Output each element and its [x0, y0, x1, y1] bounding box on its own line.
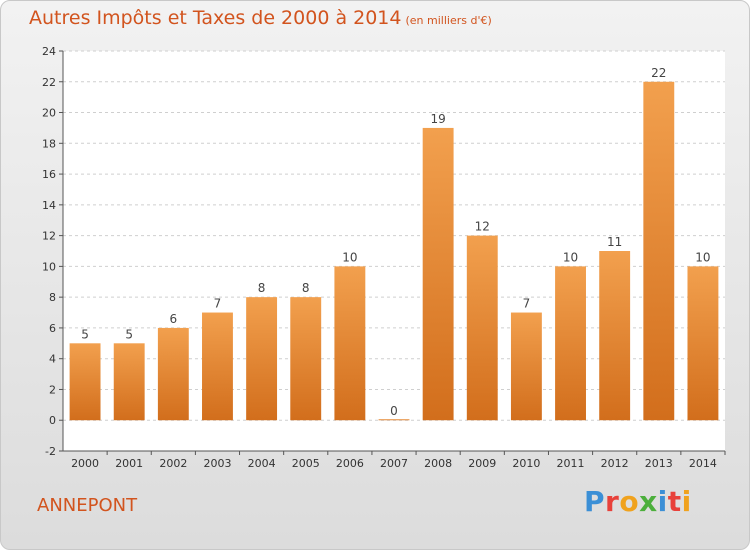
bar-2002	[157, 327, 189, 421]
x-tick-label: 2002	[159, 457, 187, 470]
data-label-2012: 11	[607, 235, 622, 249]
bar-2003	[202, 312, 233, 421]
logo-letter: r	[605, 485, 620, 518]
bar-2014	[687, 266, 719, 421]
x-tick-label: 2007	[380, 457, 408, 470]
y-tick-label: 4	[49, 353, 56, 366]
bar-2007	[378, 419, 410, 421]
axes	[62, 51, 725, 452]
data-label-2009: 12	[475, 220, 490, 234]
x-tick-label: 2014	[689, 457, 717, 470]
x-tick-label: 2008	[424, 457, 452, 470]
logo-letter: i	[681, 485, 692, 518]
x-tick-label: 2003	[203, 457, 231, 470]
chart-subtitle: (en milliers d'€)	[405, 14, 492, 27]
logo-letter: i	[657, 485, 668, 518]
title-main: Autres Impôts et Taxes de 2000 à 2014	[29, 7, 402, 29]
logo-letter: o	[619, 485, 640, 518]
x-tick-label: 2001	[115, 457, 143, 470]
data-label-2008: 19	[430, 112, 445, 126]
x-tick-label: 2006	[336, 457, 364, 470]
y-tick-label: 12	[42, 230, 56, 243]
bar-2001	[113, 343, 145, 421]
commune-name: ANNEPONT	[37, 495, 138, 516]
y-tick-label: 6	[49, 322, 56, 335]
data-label-2010: 7	[523, 297, 531, 311]
data-label-2004: 8	[258, 281, 266, 295]
bar-2005	[290, 297, 322, 421]
x-tick-label: 2013	[645, 457, 673, 470]
proxiti-logo: Proxiti	[584, 485, 692, 518]
x-tick-label: 2004	[248, 457, 276, 470]
bar-2000	[69, 343, 101, 421]
data-label-2005: 8	[302, 281, 310, 295]
y-tick-label: 10	[42, 260, 56, 273]
y-tick-label: 18	[42, 137, 56, 150]
logo-letter: t	[667, 485, 682, 518]
logo-letter: x	[639, 485, 658, 518]
y-tick-label: 22	[42, 76, 56, 89]
data-label-2002: 6	[170, 312, 178, 326]
y-tick-label: 0	[49, 414, 56, 427]
bar-2004	[246, 297, 278, 421]
data-label-2001: 5	[125, 327, 133, 341]
data-label-2006: 10	[342, 250, 357, 264]
data-label-2007: 0	[390, 404, 398, 418]
x-tick-label: 2012	[601, 457, 629, 470]
bar-2006	[334, 266, 366, 421]
bar-2013	[643, 81, 675, 421]
data-label-2014: 10	[695, 250, 710, 264]
y-tick-label: 14	[42, 199, 56, 212]
bar-2008	[422, 127, 454, 421]
data-label-2003: 7	[214, 297, 222, 311]
y-tick-label: 16	[42, 168, 56, 181]
y-tick-label: -2	[45, 445, 56, 458]
bar-2010	[510, 312, 542, 421]
data-label-2013: 22	[651, 66, 666, 80]
logo-letter: P	[584, 485, 606, 518]
x-tick-label: 2000	[71, 457, 99, 470]
bar-2011	[555, 266, 586, 421]
data-label-2011: 10	[563, 250, 578, 264]
y-tick-label: 20	[42, 107, 56, 120]
bars	[69, 81, 719, 421]
x-tick-label: 2005	[292, 457, 320, 470]
x-tick-label: 2009	[468, 457, 496, 470]
bar-2009	[466, 235, 498, 421]
y-tick-label: 24	[42, 45, 56, 58]
x-axis-ticks: 2000 2001 2002 2003 2004 2005 2006 2007 2008 2009…	[71, 451, 726, 470]
bar-2012	[599, 251, 631, 421]
x-tick-label: 2011	[557, 457, 585, 470]
y-tick-label: 8	[49, 291, 56, 304]
chart-title: Autres Impôts et Taxes de 2000 à 2014 (en…	[29, 7, 492, 29]
data-label-2000: 5	[81, 327, 89, 341]
y-tick-label: 2	[49, 383, 56, 396]
data-labels: 5 5 6 7 8 8 10 0 19 12 7 10 11 22 10	[81, 66, 710, 418]
x-tick-label: 2010	[512, 457, 540, 470]
